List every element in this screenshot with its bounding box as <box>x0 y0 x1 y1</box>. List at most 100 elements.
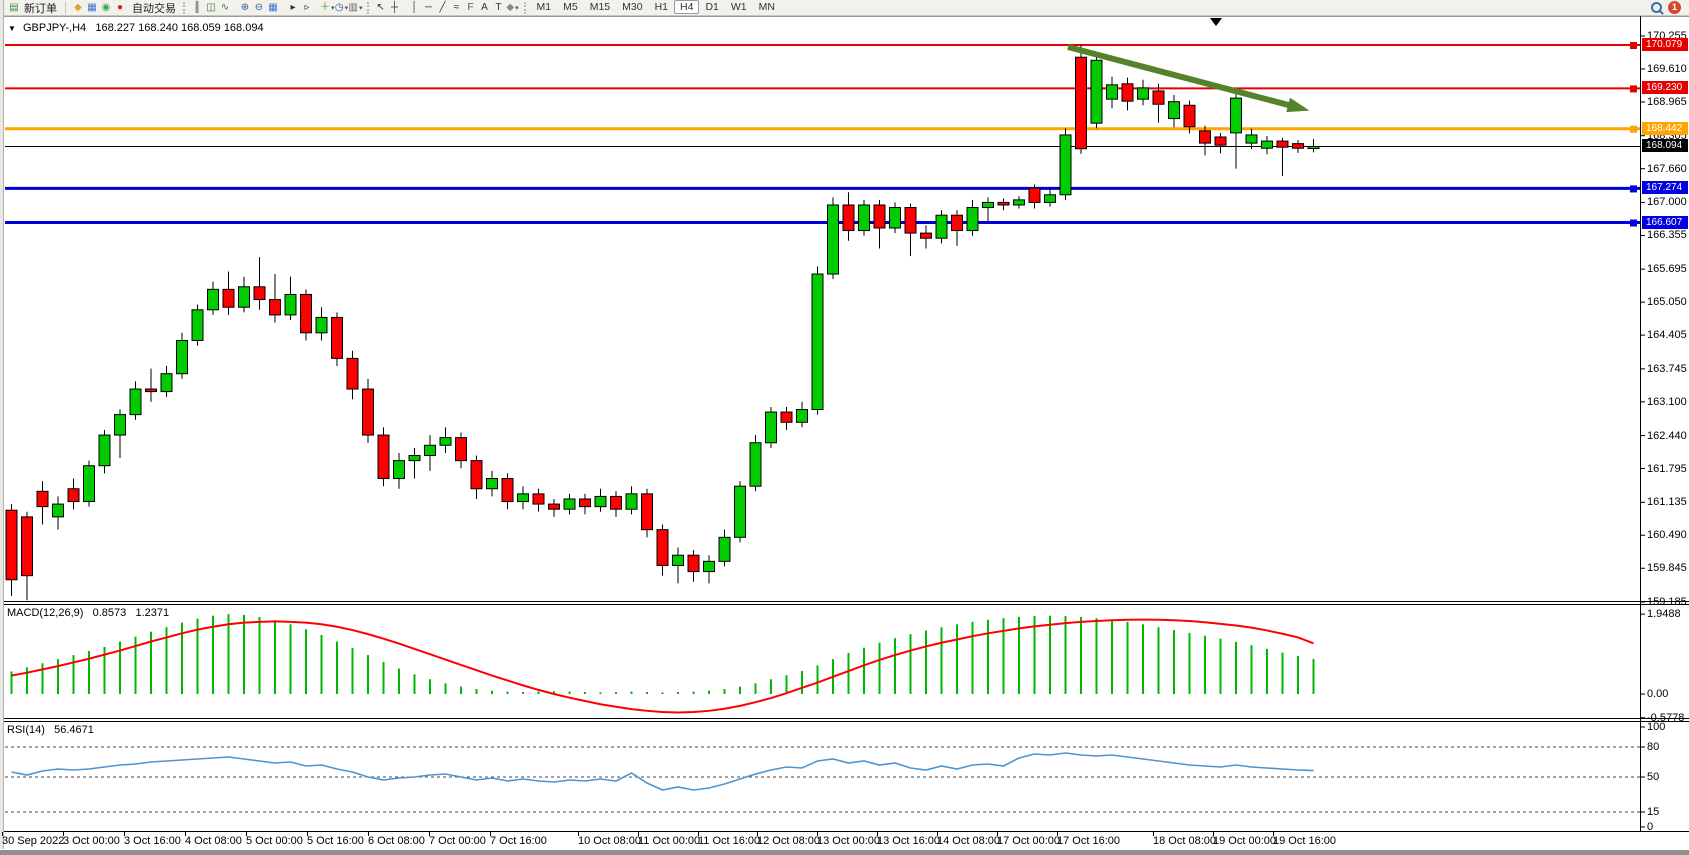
auto-trading-icon[interactable]: ● <box>116 1 124 13</box>
chart-ohlc-values: 168.227 168.240 168.059 168.094 <box>95 22 264 34</box>
price-axis-tick: 163.745 <box>1647 362 1687 375</box>
timeframe-button-m1[interactable]: M1 <box>536 1 552 13</box>
time-axis-label: 5 Oct 16:00 <box>307 835 364 847</box>
rsi-axis-tick: 15 <box>1647 806 1660 818</box>
trendline-icon[interactable]: ╱ <box>439 1 446 13</box>
price-axis-border <box>1640 16 1641 832</box>
crosshair-icon[interactable]: ┼ <box>390 1 399 13</box>
level-price-badge: 167.274 <box>1642 181 1688 195</box>
level-price-badge: 170.079 <box>1642 37 1688 51</box>
chart-profile-icon[interactable]: ◆ <box>74 1 82 13</box>
time-axis-label: 19 Oct 16:00 <box>1273 835 1336 847</box>
zoom-out-icon[interactable]: ⊖ <box>254 1 264 13</box>
price-pane[interactable] <box>0 16 1689 602</box>
time-axis-label: 30 Sep 2022 <box>2 835 65 847</box>
market-watch-icon[interactable]: ▦ <box>87 1 97 13</box>
price-axis-tick: 165.050 <box>1647 296 1687 309</box>
notification-badge[interactable]: 1 <box>1668 1 1681 14</box>
vertical-line-icon[interactable]: │ <box>411 1 418 13</box>
price-axis-tick: 162.440 <box>1647 429 1687 442</box>
time-axis-label: 13 Oct 00:00 <box>817 835 880 847</box>
macd-axis-tick: 1.9488 <box>1647 608 1681 621</box>
dropdown-arrow-icon[interactable]: ▾ <box>358 4 363 12</box>
signals-icon[interactable]: ◉ <box>101 1 111 13</box>
chart-symbol-period: GBPJPY-,H4 <box>22 22 87 34</box>
text-label-icon[interactable]: T <box>495 1 502 13</box>
add-indicator-icon[interactable]: ＋▾ <box>320 1 335 13</box>
price-axis-tick: 167.660 <box>1647 162 1687 175</box>
level-price-badge: 168.442 <box>1642 121 1688 135</box>
tile-windows-icon[interactable]: ▦ <box>268 1 278 13</box>
rsi-label: RSI(14) <box>7 724 45 736</box>
timeframe-button-m15[interactable]: M15 <box>589 1 611 13</box>
time-axis-label: 13 Oct 16:00 <box>877 835 940 847</box>
horizontal-line-icon[interactable]: ─ <box>424 1 433 13</box>
templates-icon[interactable]: ▥▾ <box>348 1 363 13</box>
timeframe-button-w1[interactable]: W1 <box>730 1 747 13</box>
timeframe-button-d1[interactable]: D1 <box>705 1 719 13</box>
time-axis-label: 17 Oct 00:00 <box>997 835 1060 847</box>
macd-main-value: 0.8573 <box>92 607 127 619</box>
price-axis-tick: 168.965 <box>1647 95 1687 108</box>
chart-shift-icon[interactable]: ▹ <box>304 1 310 13</box>
new-order-label: 新订单 <box>24 2 57 15</box>
line-chart-icon[interactable]: ∿ <box>220 1 230 13</box>
time-axis-label: 3 Oct 16:00 <box>124 835 181 847</box>
time-axis-label: 10 Oct 08:00 <box>578 835 641 847</box>
macd-signal-value: 1.2371 <box>135 607 170 619</box>
rsi-pane[interactable] <box>0 721 1689 832</box>
equidistant-channel-icon[interactable]: ≈ <box>453 1 460 13</box>
timeframe-button-h1[interactable]: H1 <box>654 1 669 13</box>
shapes-icon[interactable]: ◆▾ <box>506 1 519 13</box>
time-axis-label: 18 Oct 08:00 <box>1153 835 1216 847</box>
level-price-badge: 169.230 <box>1642 81 1688 95</box>
time-axis-label: 7 Oct 00:00 <box>429 835 486 847</box>
candlestick-chart-icon[interactable]: ◫ <box>206 1 216 13</box>
toolbar-right-group: 1 <box>1651 1 1685 14</box>
dropdown-arrow-icon[interactable]: ▾ <box>344 4 349 12</box>
zoom-in-icon[interactable]: ⊕ <box>240 1 250 13</box>
price-axis-tick: 159.845 <box>1647 562 1687 575</box>
price-axis-tick: 164.405 <box>1647 329 1687 342</box>
time-axis-label: 14 Oct 08:00 <box>937 835 1000 847</box>
timeframe-button-m30[interactable]: M30 <box>622 1 643 13</box>
search-icon[interactable] <box>1651 2 1662 13</box>
time-axis-label: 17 Oct 16:00 <box>1057 835 1120 847</box>
chart-collapse-arrow-icon[interactable]: ▼ <box>8 24 16 33</box>
time-axis-label: 4 Oct 08:00 <box>185 835 242 847</box>
fibonacci-icon[interactable]: F <box>467 1 474 13</box>
timeframe-button-m5[interactable]: M5 <box>563 1 578 13</box>
macd-pane[interactable] <box>0 604 1689 719</box>
price-axis-tick: 167.000 <box>1647 196 1687 209</box>
text-icon[interactable]: A <box>481 1 488 13</box>
rsi-label-row: RSI(14) 56.4671 <box>7 724 94 736</box>
chart-title: ▼ GBPJPY-,H4 168.227 168.240 168.059 168… <box>8 22 264 34</box>
auto-scroll-icon[interactable]: ▸ <box>290 1 296 13</box>
level-price-badge: 166.607 <box>1642 215 1688 229</box>
rsi-axis-tick: 50 <box>1647 771 1660 783</box>
periods-icon[interactable]: ◷▾ <box>334 1 349 13</box>
toolbar-handle[interactable] <box>183 1 186 14</box>
dropdown-arrow-icon[interactable]: ▾ <box>331 4 335 12</box>
time-axis-label: 5 Oct 00:00 <box>246 835 303 847</box>
current-price-badge: 168.094 <box>1642 139 1688 153</box>
toolbar: ▤ 新订单 ◆ ▦ ◉ ● 自动交易 ║ ◫ ∿ ⊕ ⊖ ▦ ▸ ▹ ＋▾◷▾▥▾ ↖ ┼ │ ─ ╱ ≈ F A T… <box>0 0 1689 16</box>
dropdown-arrow-icon[interactable]: ▾ <box>515 4 519 12</box>
bar-chart-icon[interactable]: ║ <box>193 1 201 13</box>
toolbar-separator <box>65 1 66 14</box>
price-axis-tick: 166.355 <box>1647 229 1687 242</box>
price-axis-tick: 165.695 <box>1647 263 1687 276</box>
timeframe-button-h4[interactable]: H4 <box>674 0 700 14</box>
auto-trading-button[interactable]: 自动交易 <box>129 1 179 15</box>
timeframe-button-mn[interactable]: MN <box>758 1 775 13</box>
window-left-frame <box>0 0 4 855</box>
price-axis-tick: 159.185 <box>1647 596 1687 608</box>
cursor-icon[interactable]: ↖ <box>376 1 385 13</box>
new-order-button[interactable]: ▤ 新订单 <box>4 1 60 15</box>
toolbar-handle[interactable] <box>523 1 527 14</box>
rsi-value: 56.4671 <box>54 724 94 736</box>
time-axis-label: 6 Oct 08:00 <box>368 835 425 847</box>
toolbar-handle[interactable] <box>366 1 370 14</box>
price-axis-tick: 161.795 <box>1647 462 1687 475</box>
